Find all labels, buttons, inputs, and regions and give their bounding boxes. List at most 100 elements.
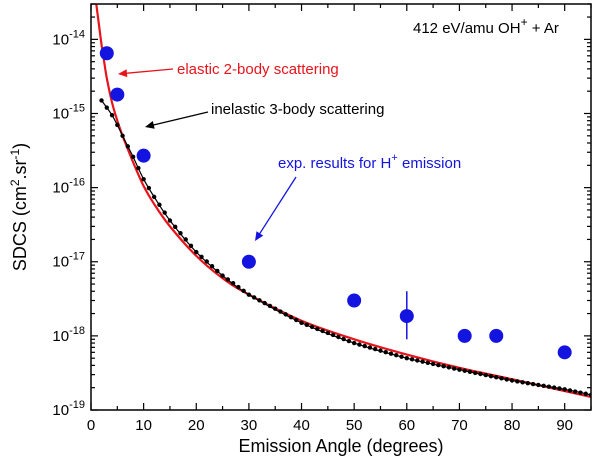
inelastic-point (320, 328, 325, 334)
inelastic-point (209, 264, 215, 269)
inelastic-point (451, 366, 457, 371)
inelastic-point (457, 367, 462, 372)
x-tick-label: 0 (87, 417, 95, 434)
inelastic-point (130, 154, 136, 160)
inelastic-point (330, 332, 336, 338)
inelastic-point (583, 391, 588, 396)
inelastic-point (483, 372, 488, 378)
inelastic-point (273, 306, 278, 311)
inelastic-point (167, 218, 173, 223)
inelastic-point (262, 300, 267, 306)
experimental-point (241, 254, 256, 269)
annotation-exp-arrowhead (255, 231, 264, 241)
chart-title: 412 eV/amu OH+​ + Ar (413, 15, 559, 37)
inelastic-point (146, 185, 152, 191)
x-tick-label: 40 (293, 417, 310, 434)
inelastic-point (120, 133, 125, 139)
experimental-point (399, 309, 414, 324)
inelastic-point (267, 303, 273, 309)
inelastic-point (173, 224, 178, 230)
annotation-inelastic-arrow (150, 111, 209, 127)
experimental-point (457, 328, 472, 343)
annotation-elastic-arrow (123, 68, 174, 75)
inelastic-point (304, 322, 309, 328)
inelastic-point (188, 243, 194, 248)
inelastic-point (530, 381, 536, 387)
inelastic-point (373, 346, 378, 352)
inelastic-point (388, 351, 394, 356)
inelastic-point (515, 379, 520, 384)
y-tick-label: 10-14 (52, 28, 85, 48)
inelastic-point (467, 369, 473, 375)
inelastic-point (488, 373, 494, 379)
y-tick-label: 10-17 (52, 251, 85, 271)
inelastic-point (341, 336, 346, 342)
inelastic-point (404, 355, 409, 361)
y-tick-label: 10-15 (52, 102, 85, 122)
inelastic-point (362, 343, 367, 349)
inelastic-point (230, 281, 236, 286)
inelastic-point (325, 330, 331, 336)
inelastic-point (557, 386, 562, 391)
experimental-point (347, 293, 362, 308)
experimental-point (489, 328, 504, 343)
x-axis-title: Emission Angle (degrees) (238, 436, 443, 456)
experimental-point (110, 87, 125, 102)
x-tick-label: 10 (135, 417, 152, 434)
inelastic-point (415, 358, 420, 363)
annotation-exp-arrow (257, 176, 297, 237)
inelastic-point (409, 357, 415, 362)
x-tick-label: 70 (451, 417, 468, 434)
inelastic-point (462, 368, 467, 373)
inelastic-point (278, 309, 283, 314)
inelastic-point (551, 385, 557, 390)
annotation-exp-label: exp. results for H+​ emission (278, 152, 461, 172)
inelastic-point (225, 277, 231, 282)
x-tick-label: 20 (188, 417, 205, 434)
y-tick-label: 10-16 (52, 177, 85, 197)
inelastic-point (441, 364, 446, 369)
inelastic-point (109, 112, 115, 118)
inelastic-point (394, 352, 399, 358)
inelastic-point (567, 388, 573, 393)
inelastic-point (562, 387, 567, 392)
x-tick-label: 30 (241, 417, 258, 434)
inelastic-point (136, 165, 141, 171)
plot-frame (90, 3, 592, 411)
inelastic-point (241, 288, 246, 294)
inelastic-point (204, 259, 209, 264)
inelastic-point (299, 320, 304, 326)
inelastic-point (436, 362, 441, 368)
inelastic-point (430, 361, 436, 367)
inelastic-point (473, 370, 478, 376)
inelastic-point (141, 176, 146, 182)
x-tick-label: 60 (398, 417, 415, 434)
inelastic-point (315, 326, 320, 332)
x-tick-label: 90 (556, 417, 573, 434)
inelastic-point (509, 378, 515, 383)
inelastic-point (288, 314, 294, 320)
annotations: elastic 2-body scattering inelastic 3-bod… (118, 61, 461, 241)
inelastic-point (546, 384, 552, 389)
inelastic-point (104, 105, 109, 110)
inelastic-point (399, 354, 404, 359)
inelastic-point (573, 389, 578, 394)
experimental-point (557, 345, 572, 360)
inelastic-point (151, 194, 157, 200)
inelastic-point (536, 382, 541, 388)
inelastic-point (236, 284, 241, 290)
inelastic-point (357, 342, 362, 347)
inelastic-point (578, 390, 583, 395)
inelastic-point (251, 295, 257, 300)
inelastic-point (257, 298, 262, 303)
annotation-inelastic-arrowhead (145, 121, 155, 129)
inelastic-point (162, 210, 167, 215)
experimental-point (99, 46, 114, 61)
inelastic-point (525, 380, 531, 386)
inelastic-point (499, 376, 504, 381)
inelastic-point (420, 359, 425, 364)
inelastic-point (367, 345, 373, 350)
inelastic-point (425, 360, 431, 365)
inelastic-point (215, 268, 220, 274)
inelastic-point (351, 340, 357, 346)
